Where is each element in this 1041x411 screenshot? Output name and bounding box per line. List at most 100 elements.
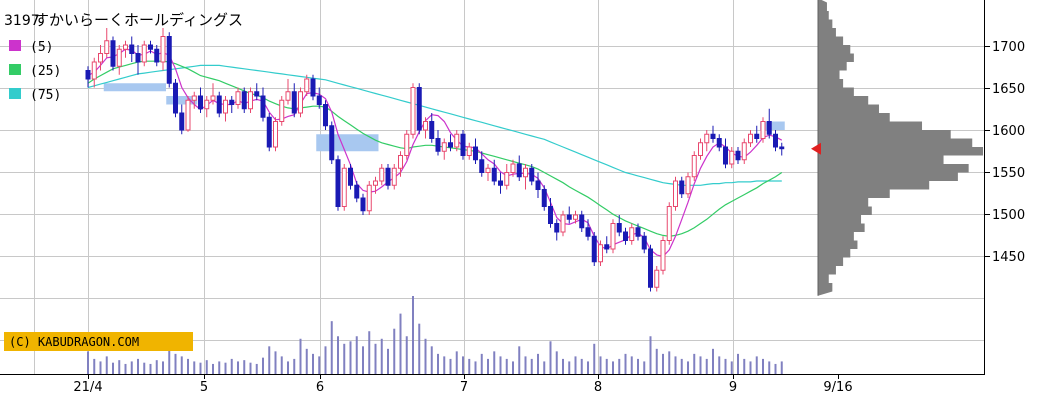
legend-swatch-ma5 [9, 40, 21, 51]
volume-bar [612, 361, 614, 374]
candlestick [723, 138, 728, 169]
candle-body [754, 133, 760, 139]
candlestick [591, 232, 597, 266]
candlestick [404, 130, 410, 160]
volume-bar [112, 362, 114, 374]
candlestick [691, 151, 697, 181]
y-tick-label: 1450 [992, 250, 1025, 265]
volume-bar [124, 363, 127, 374]
volume-bar [87, 351, 89, 374]
candle-body [579, 214, 585, 229]
candlestick [510, 159, 516, 177]
candle-body [454, 133, 460, 148]
candle-body [404, 133, 410, 156]
candle-body [585, 227, 591, 237]
x-tick-label: 5 [200, 380, 208, 395]
candlestick [291, 83, 297, 118]
volume-bar [755, 356, 758, 374]
candle-body [216, 95, 222, 114]
volume-bar [643, 361, 646, 374]
candle-body [441, 142, 447, 152]
candlestick [535, 172, 541, 198]
candle-body [304, 78, 310, 93]
candlestick [104, 28, 110, 58]
candle-body [398, 155, 403, 169]
volume-bar [555, 351, 558, 374]
volume-bar [549, 341, 552, 374]
volume-bar [224, 362, 227, 374]
candle-body [554, 223, 560, 233]
candle-body [535, 180, 541, 190]
candle-body [598, 244, 603, 263]
candlestick [635, 223, 641, 241]
volume-bar [230, 358, 233, 374]
candlestick [441, 138, 447, 160]
candlestick [173, 79, 178, 118]
candle-body [229, 99, 235, 105]
volume-bar [487, 358, 489, 374]
volume-bar [155, 360, 158, 374]
y-tick-label: 1500 [992, 208, 1025, 223]
candle-body [429, 121, 435, 139]
volume-bar [180, 356, 183, 374]
x-tick-label: 21/4 [73, 380, 102, 395]
candlestick [548, 198, 553, 228]
candle-body [254, 91, 260, 97]
candle-body [779, 146, 785, 150]
volume-bar [362, 346, 364, 374]
candlestick [85, 66, 91, 88]
volume-bar [287, 361, 289, 374]
candlestick [223, 96, 228, 122]
candlestick [641, 232, 647, 254]
volume-bar [368, 331, 371, 374]
volume-bar [293, 358, 296, 374]
candlestick [373, 176, 378, 194]
volume-bar [168, 348, 171, 374]
candlestick [660, 236, 666, 275]
candlestick [91, 57, 97, 88]
volume-bar [305, 348, 308, 374]
y-axis-ticks: 1700 1650 1600 1550 1500 1450 [984, 40, 1025, 265]
volume-bar [449, 358, 452, 374]
volume-bar [655, 348, 658, 374]
candlestick [254, 83, 260, 101]
candle-body [310, 78, 316, 97]
candlestick [166, 32, 172, 88]
candle-body [723, 146, 728, 165]
x-tick-label: 9 [729, 380, 737, 395]
candlestick [366, 181, 372, 215]
volume-bar [537, 353, 539, 374]
candlestick [598, 240, 603, 266]
candle-body [341, 167, 347, 207]
volume-bar [349, 341, 352, 374]
candlestick [341, 164, 347, 211]
candlestick [385, 164, 391, 190]
candle-body [548, 206, 553, 224]
volume-bar [774, 363, 777, 374]
copyright-badge [4, 332, 193, 351]
candlestick [779, 142, 785, 156]
candlestick [498, 172, 503, 194]
volume-bar [93, 358, 96, 374]
volume-bar [380, 338, 383, 374]
volume-bar [580, 358, 583, 374]
candlestick [541, 185, 547, 211]
candle-body [704, 133, 710, 144]
candle-body [204, 99, 210, 110]
y-tick-label: 1650 [992, 82, 1025, 97]
candle-body [248, 91, 253, 110]
candle-body [373, 180, 378, 186]
volume-bars [87, 296, 783, 374]
candle-body [473, 146, 478, 161]
candlestick [285, 79, 291, 105]
current-price-marker [811, 142, 821, 155]
candle-body [523, 167, 528, 178]
legend-label-ma25: (25) [30, 64, 61, 79]
candle-body [498, 180, 503, 186]
volume-bar [268, 346, 271, 374]
candle-body [198, 95, 203, 110]
volume-bar [574, 356, 577, 374]
candlestick [523, 164, 528, 190]
candlestick [623, 227, 628, 245]
